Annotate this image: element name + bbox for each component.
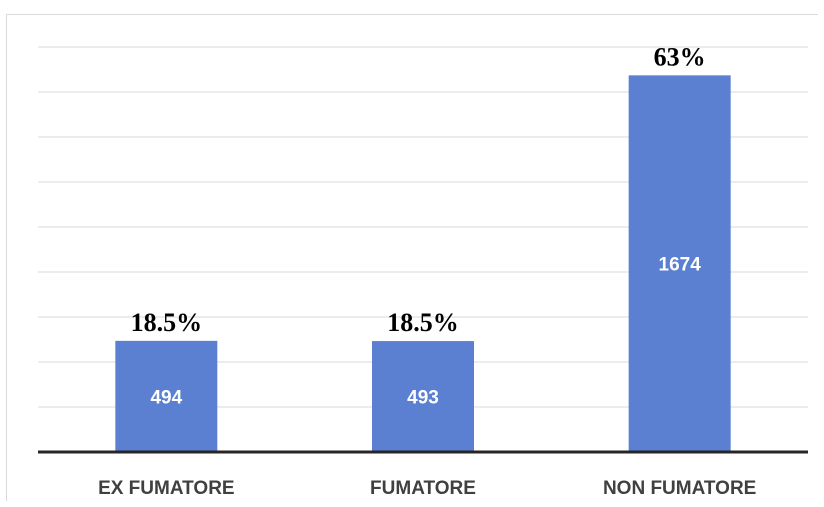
- bar-fumatore: [372, 341, 474, 452]
- chart-border: [6, 14, 818, 501]
- bar-percent-label: 18.5%: [387, 308, 459, 337]
- labels: 494 18.5% EX FUMATORE 493 18.5% FUMATORE 1674 6…: [98, 42, 756, 499]
- bar-percent-label: 63%: [654, 42, 706, 71]
- bar-non-fumatore: [628, 75, 731, 452]
- category-label: NON FUMATORE: [603, 478, 756, 499]
- bar-value-label: 1674: [659, 255, 702, 276]
- bar-value-label: 493: [407, 388, 439, 409]
- bar-ex-fumatore: [115, 340, 218, 452]
- bars: [115, 75, 731, 452]
- category-label: FUMATORE: [370, 478, 476, 499]
- category-label: EX FUMATORE: [98, 478, 235, 499]
- bar-percent-label: 18.5%: [131, 308, 203, 337]
- bar-value-label: 494: [150, 387, 182, 408]
